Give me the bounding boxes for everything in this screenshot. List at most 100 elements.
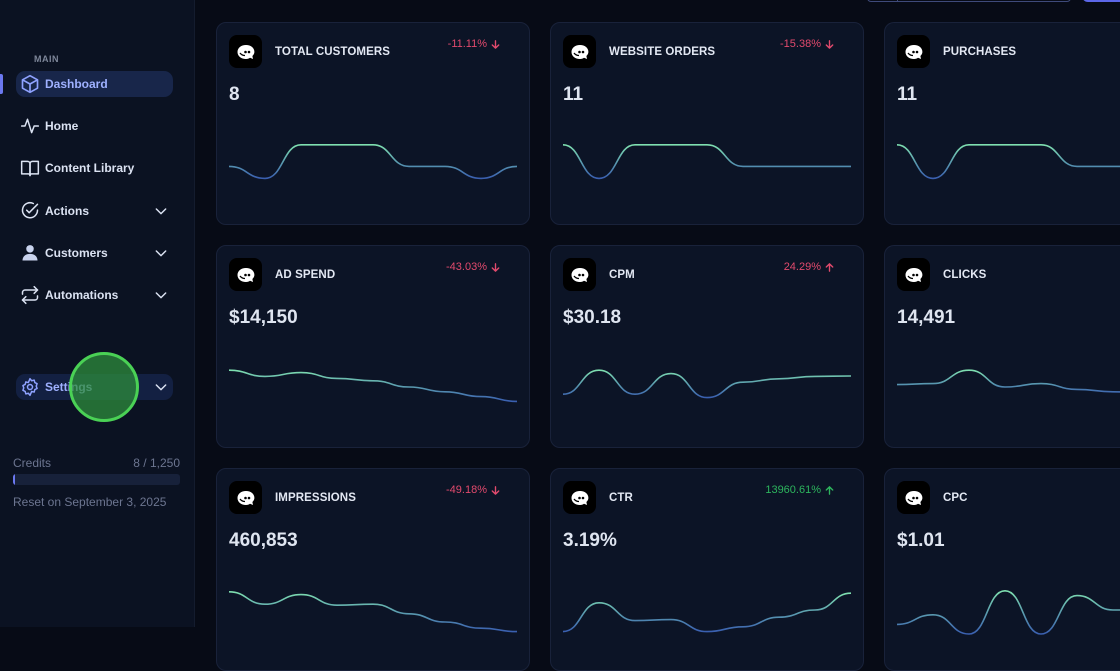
metric-value: $1.01 (897, 530, 945, 551)
metric-card-purchases[interactable]: PURCHASES 11 (884, 22, 1120, 225)
metric-value: 3.19% (563, 530, 617, 551)
sidebar-item-content-library[interactable]: Content Library (16, 155, 173, 181)
metric-card-total-customers[interactable]: TOTAL CUSTOMERS -11.11% 8 (216, 22, 530, 225)
brand-logo-icon (897, 258, 930, 291)
sidebar-item-label: Customers (45, 246, 108, 260)
sparkline-path (228, 369, 518, 403)
metric-card-cpc[interactable]: CPC $1.01 (884, 468, 1120, 671)
click-indicator (69, 352, 139, 422)
sparkline-path (228, 144, 518, 180)
metric-value: $30.18 (563, 307, 622, 328)
date-range-input[interactable] (867, 0, 1071, 2)
arrow-down-icon (491, 262, 500, 272)
sparkline-path (562, 144, 851, 180)
chevron-down-icon[interactable] (153, 379, 169, 395)
sparkline-path (228, 591, 518, 633)
metric-title: WEBSITE ORDERS (609, 46, 716, 58)
sparkline-path (896, 589, 1120, 635)
sidebar-item-label: Home (45, 119, 79, 133)
metric-title: AD SPEND (275, 269, 336, 281)
brand-logo-icon (897, 35, 930, 68)
sparkline-path (562, 369, 852, 399)
brand-logo-icon (229, 481, 262, 514)
metric-title: IMPRESSIONS (275, 492, 356, 504)
sidebar: MAIN Dashboard Home Content Library Acti… (0, 0, 195, 627)
section-label-main: MAIN (34, 54, 59, 64)
metric-title: CPC (943, 492, 968, 504)
sparkline-chart (896, 144, 1120, 180)
chevron-down-icon[interactable] (153, 287, 169, 303)
brand-logo-icon (229, 35, 262, 68)
brand-logo-icon (563, 481, 596, 514)
sidebar-item-label: Actions (45, 204, 90, 218)
metric-card-ad-spend[interactable]: AD SPEND -43.03% $14,150 (216, 245, 530, 448)
credits-reset-text: Reset on September 3, 2025 (13, 495, 167, 509)
metric-delta-value: -15.38% (780, 38, 821, 50)
metric-title: TOTAL CUSTOMERS (275, 46, 391, 58)
sparkline-chart (562, 144, 851, 180)
metric-delta: -15.38% (780, 38, 835, 50)
sidebar-item-automations[interactable]: Automations (16, 282, 173, 308)
arrow-up-icon (825, 485, 834, 495)
credits-progress-fill (13, 474, 15, 485)
check-circle-icon (20, 201, 40, 221)
sparkline-chart (228, 369, 518, 403)
repeat-icon (20, 285, 40, 305)
metric-delta-value: -49.18% (446, 484, 487, 496)
sidebar-item-dashboard[interactable]: Dashboard (16, 71, 173, 97)
user-icon (20, 243, 40, 263)
metric-delta: -49.18% (446, 484, 501, 496)
metric-delta-value: 13960.61% (765, 484, 821, 496)
metric-delta-value: 24.29% (783, 261, 821, 273)
sparkline-chart (228, 144, 518, 180)
chevron-down-icon[interactable] (153, 245, 169, 261)
metric-title: CTR (609, 492, 633, 504)
sparkline-path (896, 369, 1120, 393)
credits-label: Credits (13, 456, 52, 470)
cube-icon (20, 74, 40, 94)
arrow-down-icon (491, 39, 500, 49)
metric-title: CPM (609, 269, 635, 281)
sparkline-path (562, 592, 852, 633)
sidebar-item-actions[interactable]: Actions (16, 198, 173, 224)
sidebar-item-label: Automations (45, 288, 119, 302)
sidebar-item-label: Dashboard (45, 77, 108, 91)
sparkline-path (896, 144, 1120, 180)
activity-icon (20, 116, 40, 136)
arrow-down-icon (825, 39, 834, 49)
metric-value: 11 (563, 84, 584, 105)
metric-card-impressions[interactable]: IMPRESSIONS -49.18% 460,853 (216, 468, 530, 671)
sparkline-chart (896, 589, 1120, 635)
sidebar-item-label: Content Library (45, 161, 135, 175)
sparkline-chart (228, 591, 518, 633)
brand-logo-icon (563, 35, 596, 68)
credits-value: 8 / 1,250 (133, 456, 180, 470)
metric-delta: 24.29% (784, 261, 835, 273)
brand-logo-icon (563, 258, 596, 291)
metric-delta: -11.11% (448, 38, 501, 50)
input-divider (897, 0, 898, 1)
gear-icon (20, 377, 40, 397)
chevron-down-icon[interactable] (153, 203, 169, 219)
metric-value: $14,150 (229, 307, 298, 328)
metric-card-website-orders[interactable]: WEBSITE ORDERS -15.38% 11 (550, 22, 864, 225)
metric-value: 11 (897, 84, 918, 105)
primary-action-button[interactable] (1082, 0, 1120, 2)
credits-progress-bar (13, 474, 180, 485)
metric-value: 14,491 (897, 307, 956, 328)
metric-card-ctr[interactable]: CTR 13960.61% 3.19% (550, 468, 864, 671)
sidebar-item-customers[interactable]: Customers (16, 240, 173, 266)
brand-logo-icon (897, 481, 930, 514)
sparkline-chart (896, 369, 1120, 393)
book-icon (20, 158, 40, 178)
arrow-up-icon (825, 262, 834, 272)
metric-delta: 13960.61% (765, 484, 835, 496)
metric-delta-value: -11.11% (447, 38, 487, 50)
metric-delta-value: -43.03% (446, 261, 487, 273)
metric-card-cpm[interactable]: CPM 24.29% $30.18 (550, 245, 864, 448)
brand-logo-icon (229, 258, 262, 291)
metric-title: CLICKS (943, 269, 987, 281)
metric-card-clicks[interactable]: CLICKS 14,491 (884, 245, 1120, 448)
sidebar-item-home[interactable]: Home (16, 113, 173, 139)
metric-delta: -43.03% (446, 261, 501, 273)
